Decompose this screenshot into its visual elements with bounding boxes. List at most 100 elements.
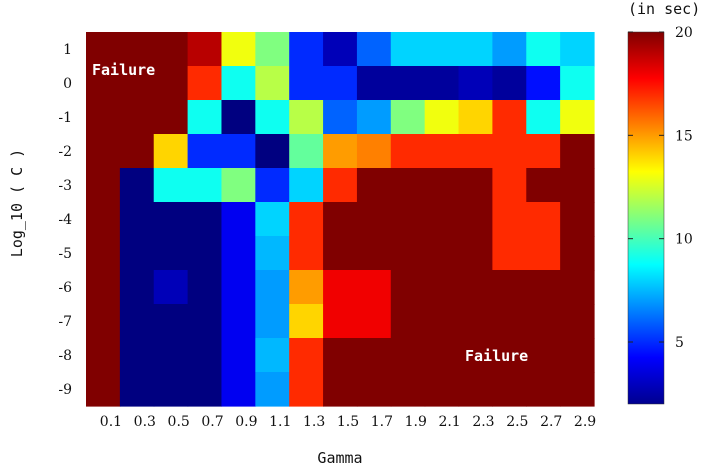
heatmap-cell: [458, 134, 493, 169]
colorbar-tick-label: 20: [675, 25, 693, 41]
heatmap-cell: [119, 168, 155, 203]
heatmap-cell: [458, 270, 493, 305]
x-tick-label: 0.7: [201, 414, 223, 430]
heatmap-cell: [86, 304, 121, 339]
heatmap-cell: [492, 304, 527, 339]
heatmap-cell: [492, 372, 527, 407]
heatmap-cell: [255, 168, 290, 203]
colorbar-tick-label: 5: [675, 335, 684, 351]
heatmap-cell: [86, 372, 121, 407]
y-axis-label: Log_10 ( C ): [8, 149, 26, 257]
heatmap-cell: [492, 236, 527, 271]
heatmap-cell: [153, 202, 189, 237]
colorbar-label: (in sec): [628, 0, 700, 18]
heatmap-cell: [424, 270, 460, 305]
heatmap-cell: [153, 66, 189, 101]
heatmap-cell: [86, 270, 121, 305]
heatmap-cell: [560, 202, 595, 237]
heatmap-cell: [323, 100, 358, 135]
heatmap-cell: [560, 304, 595, 339]
heatmap-cell: [86, 338, 121, 373]
heatmap-cell: [255, 236, 290, 271]
heatmap-cell: [289, 66, 324, 101]
heatmap-cell: [424, 372, 460, 407]
heatmap-cell: [255, 202, 290, 237]
heatmap-cell: [255, 100, 290, 135]
heatmap-cell: [119, 270, 155, 305]
heatmap-cell: [424, 32, 460, 67]
heatmap-cell: [187, 236, 223, 271]
heatmap-cell: [390, 32, 426, 67]
heatmap-cell: [560, 134, 595, 169]
colorbar: [627, 31, 665, 405]
x-tick-label: 1.9: [405, 414, 427, 430]
y-tick-label: -2: [58, 144, 72, 160]
heatmap-cell: [424, 100, 460, 135]
colorbar-ticks: 20 15 10 5: [628, 25, 693, 351]
heatmap-cell: [560, 168, 595, 203]
x-tick-label: 2.7: [540, 414, 562, 430]
y-tick-label: -6: [58, 280, 72, 296]
heatmap-cell: [356, 236, 392, 271]
heatmap-cell: [492, 32, 527, 67]
heatmap-cell: [255, 338, 290, 373]
heatmap-cell: [289, 236, 324, 271]
heatmap-cell: [86, 32, 121, 67]
heatmap-cell: [526, 338, 561, 373]
heatmap-cell: [119, 134, 155, 169]
heatmap-cell: [289, 338, 324, 373]
heatmap-cell: [255, 304, 290, 339]
heatmap-cell: [187, 270, 223, 305]
heatmap-cell: [119, 372, 155, 407]
y-tick-label: -4: [58, 212, 72, 228]
y-tick-label: -5: [58, 246, 72, 262]
heatmap-cell: [153, 270, 189, 305]
heatmap-cell: [255, 66, 290, 101]
heatmap-cell: [323, 372, 358, 407]
heatmap-cell: [560, 66, 595, 101]
heatmap-cell: [119, 100, 155, 135]
x-tick-label: 2.3: [472, 414, 494, 430]
heatmap-cell: [289, 304, 324, 339]
heatmap-cell: [560, 100, 595, 135]
heatmap-cell: [424, 66, 460, 101]
heatmap-cell: [492, 168, 527, 203]
heatmap-cell: [390, 338, 426, 373]
heatmap-cell: [424, 304, 460, 339]
heatmap-cell: [390, 372, 426, 407]
heatmap-cell: [323, 202, 358, 237]
heatmap-cell: [458, 100, 493, 135]
heatmap-cell: [153, 168, 189, 203]
heatmap-cell: [323, 338, 358, 373]
x-tick-labels: 0.1 0.3 0.5 0.7 0.9 1.1 1.3 1.5 1.7 1.9 2.1 2.3 2.5 2…: [100, 414, 596, 430]
heatmap-cell: [356, 32, 392, 67]
heatmap-cell: [390, 66, 426, 101]
heatmap-cell: [153, 32, 189, 67]
heatmap-cell: [458, 236, 493, 271]
heatmap-cell: [289, 372, 324, 407]
y-tick-label: -3: [58, 178, 72, 194]
heatmap-cell: [255, 372, 290, 407]
x-tick-label: 0.1: [100, 414, 122, 430]
heatmap-cell: [86, 134, 121, 169]
heatmap-cell: [221, 168, 256, 203]
heatmap-cell: [390, 236, 426, 271]
x-tick-label: 0.9: [235, 414, 257, 430]
heatmap-cell: [187, 134, 223, 169]
heatmap-cell: [526, 236, 561, 271]
y-tick-label: -1: [58, 110, 72, 126]
heatmap-cell: [458, 32, 493, 67]
heatmap-cell: [153, 100, 189, 135]
heatmap-cell: [424, 134, 460, 169]
heatmap-cell: [221, 202, 256, 237]
heatmap-cell: [356, 304, 392, 339]
x-tick-label: 0.5: [168, 414, 190, 430]
annotation-failure-bottom: Failure: [465, 347, 528, 365]
heatmap-cell: [526, 66, 561, 101]
heatmap-cell: [187, 66, 223, 101]
heatmap-cell: [526, 372, 561, 407]
heatmap-cell: [221, 236, 256, 271]
heatmap-cell: [221, 270, 256, 305]
heatmap-cell: [458, 372, 493, 407]
